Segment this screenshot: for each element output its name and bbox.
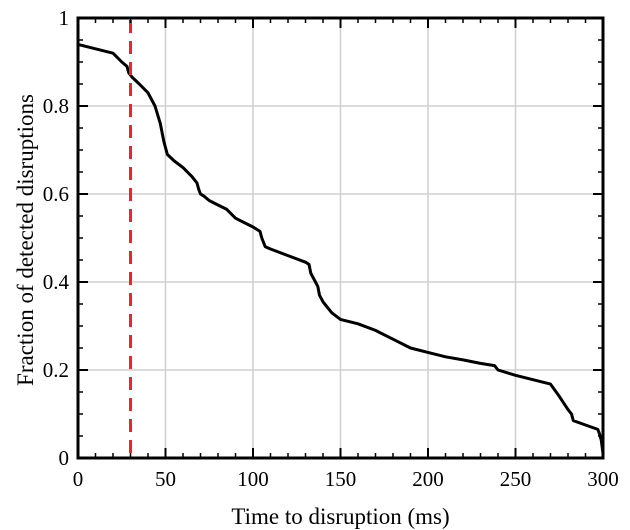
x-tick-label: 150 (325, 467, 357, 491)
x-axis-title: Time to disruption (ms) (231, 504, 449, 529)
y-tick-label: 1 (59, 6, 70, 30)
y-axis-title: Fraction of detected disruptions (13, 94, 38, 386)
grid (77, 17, 604, 459)
series-line (76, 42, 605, 456)
y-tick-label: 0 (59, 446, 70, 470)
x-tick-label: 200 (412, 467, 444, 491)
x-tick-label: 250 (500, 467, 532, 491)
x-tick-label: 50 (155, 467, 176, 491)
axis-ticks: 0 50 100 150 200 250 300 0 0.2 0.4 0.6 0.8 1 (43, 6, 619, 491)
y-tick-label: 0.6 (43, 182, 69, 206)
y-tick-label: 0.2 (43, 358, 69, 382)
x-tick-label: 300 (587, 467, 619, 491)
y-tick-label: 0.8 (43, 94, 69, 118)
x-tick-label: 0 (73, 467, 84, 491)
x-tick-label: 100 (237, 467, 269, 491)
y-tick-label: 0.4 (43, 270, 70, 294)
plot-area (76, 20, 605, 456)
